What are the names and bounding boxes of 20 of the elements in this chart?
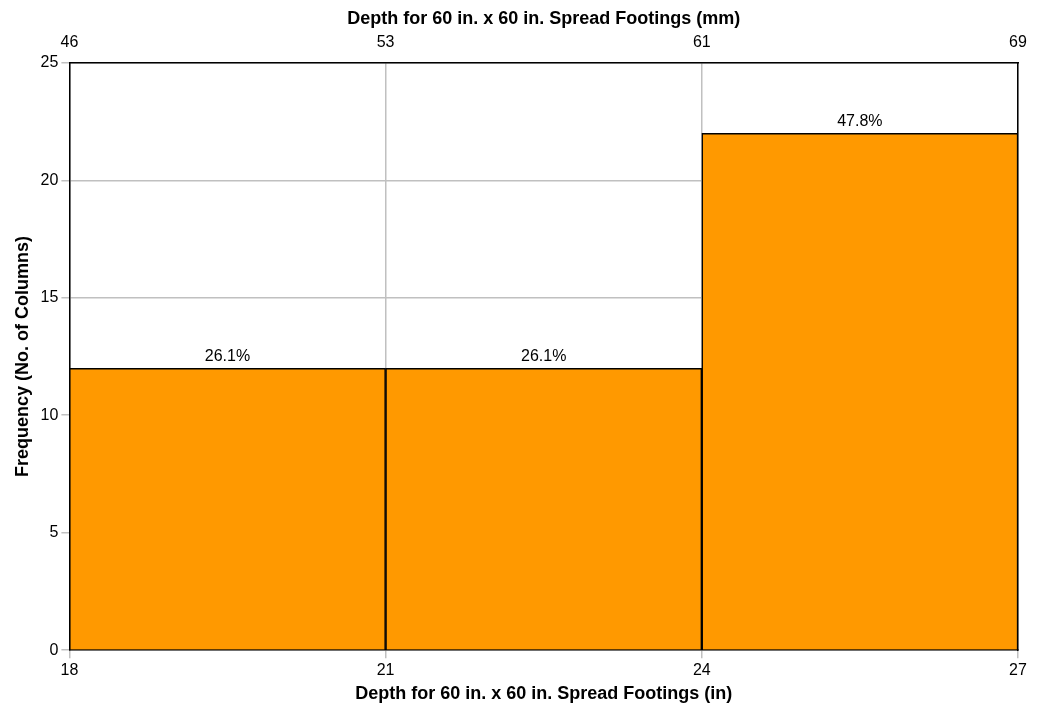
x-tick-label: 27 xyxy=(1009,661,1027,679)
y-tick-label: 5 xyxy=(49,523,59,541)
y-tick-label: 0 xyxy=(49,640,59,658)
annotation: 26.1% xyxy=(521,346,567,364)
x2-tick-label: 69 xyxy=(1009,32,1027,50)
x-tick-label: 21 xyxy=(376,661,395,679)
y-tick-label: 20 xyxy=(40,170,59,188)
y-tick-label: 25 xyxy=(40,53,59,71)
x2-tick-label: 61 xyxy=(692,32,711,50)
x2-axis-title: Depth for 60 in. x 60 in. Spread Footings (mm) xyxy=(347,7,741,28)
y-axis-title: Frequency (No. of Columns) xyxy=(11,235,32,478)
x-axis-title: Depth for 60 in. x 60 in. Spread Footings (in) xyxy=(355,683,733,704)
x-tick-label: 18 xyxy=(60,661,79,679)
y-tick-label: 15 xyxy=(40,288,59,306)
annotation: 47.8% xyxy=(837,111,883,129)
x2-tick-label: 53 xyxy=(376,32,395,50)
y-tick-label: 10 xyxy=(40,405,59,423)
x-tick-label: 24 xyxy=(692,661,711,679)
x2-tick-label: 46 xyxy=(60,32,79,50)
annotation: 26.1% xyxy=(204,346,251,364)
